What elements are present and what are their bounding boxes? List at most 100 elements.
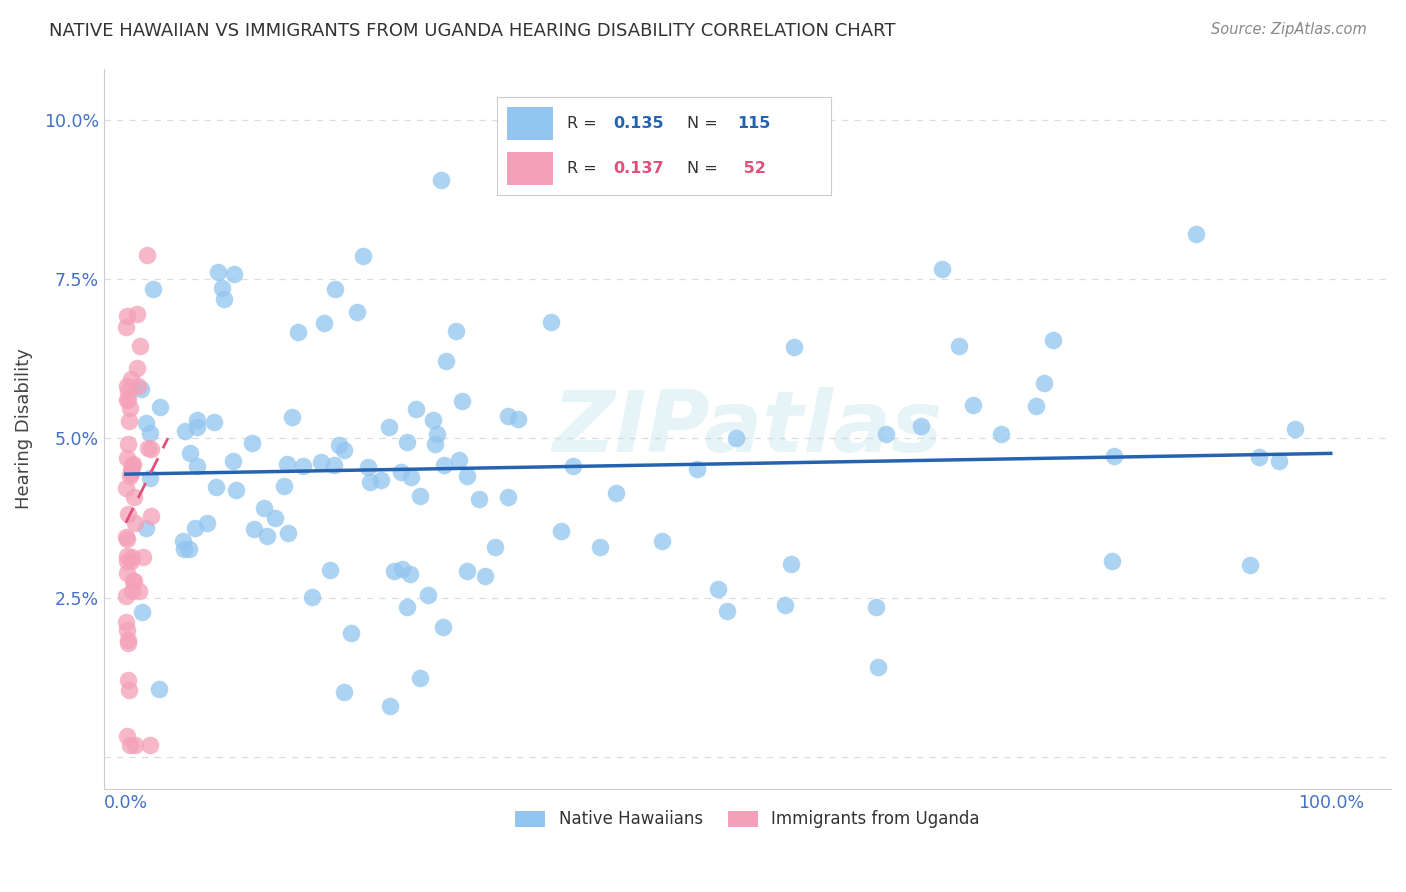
Point — [292, 459, 315, 474]
Point — [121, 458, 143, 472]
Point — [186, 420, 208, 434]
Point — [651, 533, 673, 548]
Point — [426, 427, 449, 442]
Point — [429, 172, 451, 186]
Point — [125, 307, 148, 321]
Point — [121, 549, 143, 564]
Point — [456, 564, 478, 578]
Point — [212, 292, 235, 306]
Point — [138, 426, 160, 441]
Point — [395, 600, 418, 615]
Point — [128, 584, 150, 599]
Text: Source: ZipAtlas.com: Source: ZipAtlas.com — [1211, 22, 1367, 37]
Point — [328, 438, 350, 452]
Point — [382, 564, 405, 578]
Point — [1025, 399, 1047, 413]
Point — [117, 450, 139, 465]
Point — [207, 265, 229, 279]
Point — [118, 469, 141, 483]
Point — [276, 457, 298, 471]
Point — [865, 600, 887, 615]
Point — [129, 338, 152, 352]
Point — [115, 309, 138, 323]
Point — [211, 281, 233, 295]
Point — [312, 316, 335, 330]
Point — [423, 436, 446, 450]
Point — [263, 511, 285, 525]
Point — [399, 470, 422, 484]
Point — [129, 382, 152, 396]
Point — [195, 516, 218, 530]
Point — [253, 500, 276, 515]
Point — [391, 562, 413, 576]
Point — [405, 401, 427, 416]
Point — [117, 673, 139, 688]
Point — [389, 465, 412, 479]
Point — [115, 623, 138, 637]
Point — [131, 605, 153, 619]
Point — [115, 481, 138, 495]
Point — [780, 558, 803, 572]
Point — [120, 401, 142, 416]
Point — [115, 530, 138, 544]
Point — [540, 315, 562, 329]
Point — [124, 516, 146, 530]
Legend: Native Hawaiians, Immigrants from Uganda: Native Hawaiians, Immigrants from Uganda — [509, 804, 987, 835]
Point — [589, 540, 612, 554]
Point — [409, 671, 432, 685]
Point — [242, 522, 264, 536]
Point — [186, 459, 208, 474]
Point — [707, 582, 730, 596]
Point — [357, 459, 380, 474]
Point — [398, 566, 420, 581]
Point — [301, 590, 323, 604]
Point — [1101, 554, 1123, 568]
Point — [359, 475, 381, 489]
Point — [117, 436, 139, 450]
Point — [121, 457, 143, 471]
Point — [432, 620, 454, 634]
Point — [115, 549, 138, 564]
Point — [136, 248, 159, 262]
Point — [173, 425, 195, 439]
Text: ZIPatlas: ZIPatlas — [553, 387, 942, 470]
Point — [121, 574, 143, 588]
Point — [1239, 558, 1261, 572]
Point — [120, 466, 142, 480]
Point — [117, 632, 139, 647]
Point — [456, 469, 478, 483]
Point — [118, 683, 141, 698]
Point — [139, 442, 162, 456]
Point — [948, 339, 970, 353]
Point — [1185, 227, 1208, 241]
Point — [1249, 450, 1271, 465]
Point — [990, 427, 1012, 442]
Point — [205, 480, 228, 494]
Point — [118, 738, 141, 752]
Point — [120, 554, 142, 568]
Text: NATIVE HAWAIIAN VS IMMIGRANTS FROM UGANDA HEARING DISABILITY CORRELATION CHART: NATIVE HAWAIIAN VS IMMIGRANTS FROM UGAND… — [49, 22, 896, 40]
Point — [868, 660, 890, 674]
Point — [125, 361, 148, 376]
Point — [775, 598, 797, 612]
Point — [281, 410, 304, 425]
Point — [422, 413, 444, 427]
Point — [120, 463, 142, 477]
Point — [121, 460, 143, 475]
Point — [450, 393, 472, 408]
Point — [1042, 333, 1064, 347]
Point — [115, 320, 138, 334]
Point — [1284, 422, 1306, 436]
Point — [118, 414, 141, 428]
Point — [172, 533, 194, 548]
Point — [875, 427, 897, 442]
Point — [202, 415, 225, 429]
Point — [117, 636, 139, 650]
Point — [122, 574, 145, 588]
Point — [117, 507, 139, 521]
Point — [378, 419, 401, 434]
Point — [962, 398, 984, 412]
Point — [309, 455, 332, 469]
Point — [434, 354, 457, 368]
Point — [222, 267, 245, 281]
